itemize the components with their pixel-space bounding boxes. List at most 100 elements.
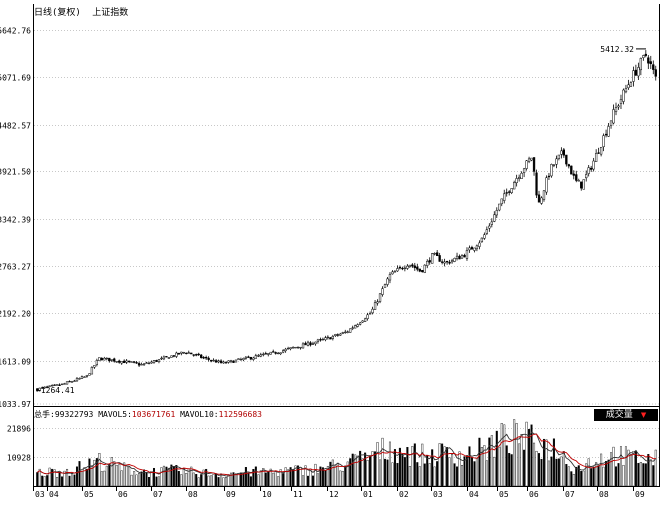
candle-body [195,354,198,356]
volume-bar [85,468,88,487]
volume-bar [542,438,545,487]
volume-bar [520,434,523,487]
volume-bar [475,457,478,487]
candle-body [585,174,588,179]
candle-body [363,318,367,322]
ma10-line [36,433,656,476]
volume-bar [396,463,399,487]
volume-bar [282,473,285,487]
volume-bar [165,466,168,487]
volume-bar [555,458,558,487]
candle-body [436,252,439,257]
candle-body [525,160,528,169]
volume-bar [195,474,198,487]
candle-body [286,347,290,350]
candle-body [182,352,185,354]
candle-body [440,261,444,263]
candle-body [170,355,173,358]
volume-bar [344,465,347,487]
candle-body [334,334,337,336]
volume-bar [361,458,364,487]
volume-bar [259,470,262,487]
candle-body [187,352,190,354]
volume-bar [341,471,344,487]
candle-body [316,339,320,342]
candle-body [132,361,136,363]
volume-bar [617,463,620,487]
volume-bar [652,465,655,487]
volume-bar [600,453,603,487]
candle-body [391,271,394,275]
candle-body [309,342,312,346]
period-label[interactable]: 日线(复权) [34,8,81,18]
volume-bar [140,471,143,487]
volume-tick-label: 10928 [7,454,31,463]
volume-bar [210,475,213,487]
candle-body [202,357,205,359]
volume-bar [249,476,252,487]
candle-body [123,360,126,364]
candle-body [85,374,89,377]
candle-body [624,88,628,93]
volume-bar [480,447,483,487]
candle-body [157,359,161,362]
candle-body [301,343,305,349]
candle-body [545,177,548,193]
volume-bar [488,437,491,487]
volume-bar [115,464,118,487]
volume-bar [80,470,83,487]
date-tick-label: 03 [433,490,443,499]
candle-body [103,357,106,361]
total-volume-value: 99322793 [54,410,94,419]
candle-body [175,352,178,357]
candle-body [418,268,421,272]
candle-body [490,221,493,225]
volume-bar [237,473,240,487]
volume-bar [61,476,64,487]
candle-body [612,109,615,124]
indicator-selector[interactable]: 成交量 ▼ [594,409,658,421]
volume-bar [135,474,138,487]
volume-bar [557,458,560,487]
volume-bar [436,461,439,487]
volume-bar [234,473,237,487]
candle-body [207,357,210,360]
volume-bar [478,437,481,487]
candle-body [453,257,456,262]
candle-body [547,175,551,178]
volume-bar [272,472,275,487]
candle-body [527,158,531,162]
candle-body [555,158,558,165]
candle-body [629,82,633,87]
candle-body [438,255,441,262]
candle-body [483,234,486,239]
candle-body [83,376,86,378]
candle-body [388,274,392,281]
volume-bar [572,473,575,487]
volume-bar [78,461,81,487]
candle-body [450,260,454,263]
date-tick-label: 05 [84,490,94,499]
candle-body [289,347,292,350]
price-gridlines [34,30,659,405]
price-tick-label: 3342.39 [0,216,31,225]
volume-bar [470,457,473,487]
candle-body [217,360,220,363]
date-tick-label: 02 [399,490,409,499]
candle-body [478,242,481,247]
volume-bar [490,435,493,487]
volume-bar [220,473,223,487]
candle-body [607,126,610,137]
dropdown-arrow-icon[interactable]: ▼ [640,411,647,419]
volume-bar [525,421,528,487]
volume-bar [71,473,74,487]
volume-bar [533,442,536,487]
volume-bar [349,458,352,487]
volume-bar [498,446,501,487]
volume-bar [654,449,657,487]
volume-bar [287,469,290,487]
candle-body [639,58,643,71]
candle-body [125,360,128,363]
volume-bar [36,472,39,487]
